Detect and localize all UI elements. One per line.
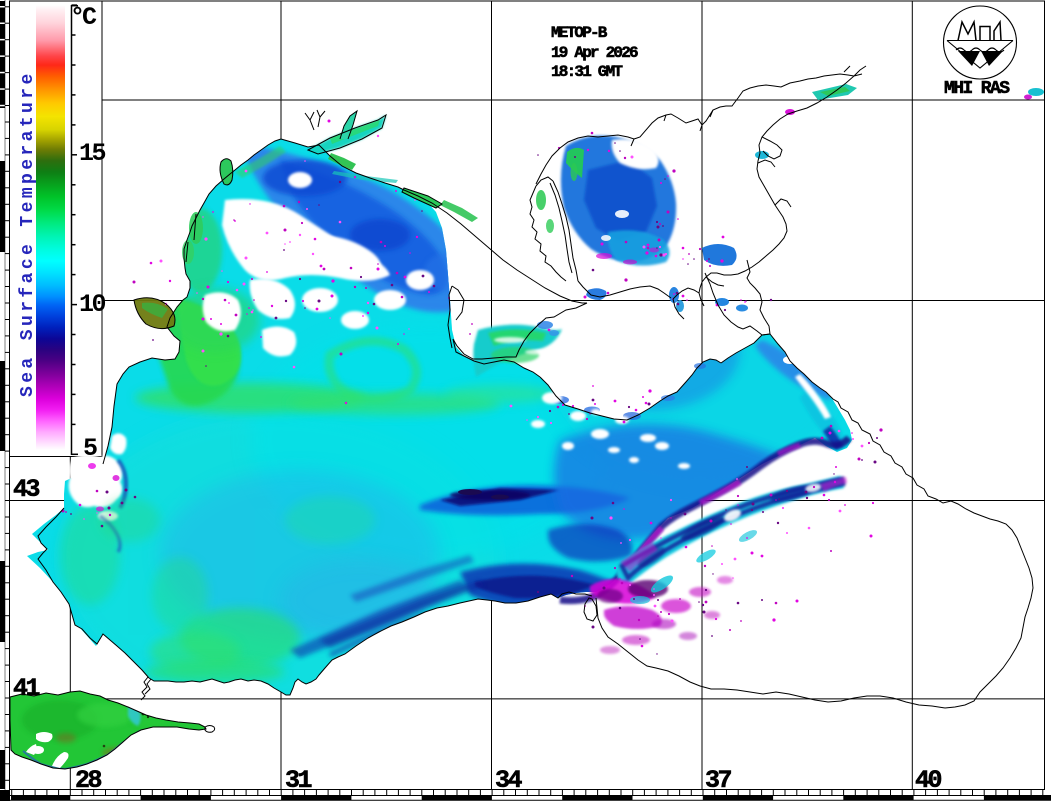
svg-text:5: 5	[83, 434, 97, 463]
svg-text:28: 28	[75, 766, 102, 795]
svg-text:18:31 GMT: 18:31 GMT	[551, 63, 623, 81]
svg-text:METOP-B: METOP-B	[551, 24, 608, 42]
svg-text:19 Apr 2026: 19 Apr 2026	[551, 44, 638, 62]
svg-text:MHI RAS: MHI RAS	[944, 79, 1010, 99]
svg-text:40: 40	[915, 766, 942, 795]
svg-text:41: 41	[13, 674, 40, 703]
svg-text:34: 34	[495, 766, 523, 795]
svg-text:15: 15	[79, 139, 106, 168]
svg-text:10: 10	[79, 290, 106, 319]
svg-text:31: 31	[285, 766, 312, 795]
svg-text:Sea Surface Temperature: Sea Surface Temperature	[18, 70, 38, 397]
svg-text:43: 43	[13, 475, 40, 504]
svg-text:37: 37	[705, 766, 732, 795]
svg-text:°C: °C	[70, 3, 97, 32]
